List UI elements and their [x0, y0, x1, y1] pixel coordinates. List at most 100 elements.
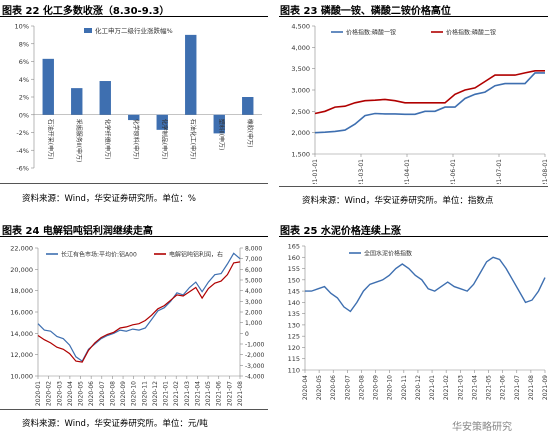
x-tick-label: 2020-04 — [302, 375, 309, 400]
x-tick-label: 2021-08-01 — [542, 159, 549, 184]
y-tick-label: 150 — [288, 276, 300, 284]
x-tick-label: 2020-02 — [46, 381, 53, 406]
y-tick-label: 12,000 — [10, 351, 33, 359]
x-tick-label: 2021-03-01 — [358, 159, 365, 184]
series-line-1 — [305, 256, 546, 313]
y2-tick-label: 2,000 — [245, 310, 262, 317]
chart-source-1: 资料来源：Wind，华安证券研究所。单位：% — [22, 194, 196, 204]
title-rule-3 — [0, 236, 268, 237]
x-tick-label: 2020-12 — [152, 381, 159, 406]
x-tick-label: 2021-07 — [514, 375, 521, 400]
bar — [185, 34, 197, 115]
x-tick-label: 2021-05 — [205, 381, 212, 406]
y-tick-label: 4,500 — [291, 23, 310, 31]
x-tick-label: 2021-08 — [528, 375, 535, 400]
x-tick-label: 2020-04 — [67, 381, 74, 406]
y-tick-label: 135 — [288, 310, 300, 318]
x-tick-label: 2021-06-01 — [450, 159, 457, 184]
x-tick-label: 化学纤维(申万) — [103, 119, 111, 160]
x-tick-label: 2020-06 — [330, 375, 337, 400]
y-tick-label: 4,000 — [291, 44, 310, 52]
legend-label: 化工申万二级行业涨跌幅% — [95, 26, 173, 35]
y2-tick-label: 4,000 — [245, 288, 262, 295]
title-rule-2 — [279, 16, 548, 17]
bar — [242, 97, 254, 115]
y-tick-label: 10% — [15, 23, 29, 31]
x-tick-label: 橡胶(申万) — [246, 119, 254, 148]
y-tick-label: 1,500 — [291, 151, 310, 159]
x-tick-label: 2021-05 — [486, 375, 493, 400]
line-chart-phosphate-prices: 1,500 2,000 2,500 3,000 3,500 4,000 4,500 2021-… — [291, 23, 549, 185]
y2-tick-label: -3,000 — [245, 363, 265, 370]
bar — [213, 114, 225, 134]
bar — [99, 81, 111, 115]
chart-source-2: 资料来源：Wind，华安证券研究所。单位：指数点 — [302, 196, 494, 206]
y-tick-label: -4% — [16, 147, 29, 155]
y-tick-label: 16,000 — [10, 309, 33, 317]
y-tick-label: 3,500 — [291, 65, 310, 73]
y-tick-label: 6% — [19, 58, 29, 66]
series-line-2 — [37, 261, 241, 363]
legend-label: 全国水泥价格指数 — [364, 250, 412, 258]
y2-tick-label: -4,000 — [245, 374, 265, 381]
y-tick-label: 165 — [288, 243, 300, 251]
y-tick-label: -6% — [16, 165, 29, 173]
bar — [156, 114, 168, 130]
x-tick-label: 2020-09 — [120, 381, 127, 406]
y-tick-label: 20,000 — [10, 266, 33, 274]
y-tick-label: 115 — [288, 355, 300, 363]
y2-tick-label: 5,000 — [245, 278, 262, 285]
x-tick-label: 2021-03 — [457, 375, 464, 400]
y-tick-label: 14,000 — [10, 330, 33, 338]
x-tick-label: 2020-12 — [415, 375, 422, 400]
y-tick-label: 3,000 — [291, 87, 310, 95]
x-tick-label: 塑料Ⅱ(申万) — [217, 119, 225, 151]
x-tick-label: 2021-06 — [500, 375, 507, 400]
watermark: 华安策略研究 — [452, 422, 512, 433]
x-tick-label: 2021-04-01 — [404, 159, 411, 184]
y-tick-label: -2% — [16, 129, 29, 137]
x-tick-label: 2020-07 — [344, 375, 351, 400]
x-tick-label: 2020-01 — [35, 381, 42, 406]
bar — [128, 114, 140, 121]
y-tick-label: 125 — [288, 333, 300, 341]
bar-chart-industry-returns: -6% -4% -2% 0% 2% 4% 6% 8% 10% 石油开采(申万) 采掘服务Ⅱ(申万) 化… — [15, 23, 262, 173]
x-tick-label: 2021-01 — [163, 381, 170, 406]
x-tick-label: 2020-05 — [78, 381, 85, 406]
y2-tick-label: 7,000 — [245, 256, 262, 263]
y-tick-label: 10,000 — [10, 373, 33, 381]
bar — [71, 88, 83, 115]
y2-tick-label: 1,000 — [245, 320, 262, 327]
chart-title-4: 图表 25 水泥价格连续上涨 — [280, 226, 401, 237]
y-tick-label: 2% — [19, 94, 29, 102]
y-tick-label: 140 — [288, 299, 300, 307]
series-line-2 — [314, 69, 545, 115]
x-tick-label: 2021-08 — [237, 381, 244, 406]
y2-tick-label: -2,000 — [245, 352, 265, 359]
x-tick-label: 2020-07 — [99, 381, 106, 406]
source-rule-2 — [279, 186, 548, 187]
title-rule-1 — [0, 16, 268, 17]
y-tick-label: 8% — [19, 40, 29, 48]
x-tick-label: 石油化工(申万) — [189, 119, 197, 160]
x-tick-label: 化学原料(申万) — [132, 119, 140, 160]
x-tick-label: 2021-01-01 — [312, 159, 319, 184]
x-tick-label: 2021-03 — [184, 381, 191, 406]
y-tick-label: 110 — [288, 367, 300, 375]
series-line-1 — [314, 72, 545, 134]
line-chart-cement-index: 110 115 120 125 130 135 140 145 150 155 160 165 2020… — [288, 243, 549, 401]
y2-tick-label: 8,000 — [245, 246, 262, 253]
x-tick-label: 采掘服务Ⅱ(申万) — [75, 119, 83, 163]
y-tick-label: 145 — [288, 288, 300, 296]
legend-label: 长江有色市场:平均价:铝A00 — [61, 251, 137, 259]
legend-label: 电解铝吨铝利润，右 — [169, 251, 223, 259]
line-chart-aluminum-profit: 10,000 12,000 14,000 16,000 18,000 20,000 22,0… — [10, 245, 265, 407]
x-tick-label: 2021-07 — [226, 381, 233, 406]
y2-tick-label: 6,000 — [245, 267, 262, 274]
y-tick-label: 130 — [288, 321, 300, 329]
chart-title-1: 图表 22 化工多数收涨（8.30-9.3） — [2, 6, 170, 17]
y-tick-label: 2,500 — [291, 108, 310, 116]
y-tick-label: 22,000 — [10, 245, 33, 253]
x-tick-label: 2020-10 — [131, 381, 138, 406]
x-tick-label: 2020-11 — [401, 375, 408, 400]
